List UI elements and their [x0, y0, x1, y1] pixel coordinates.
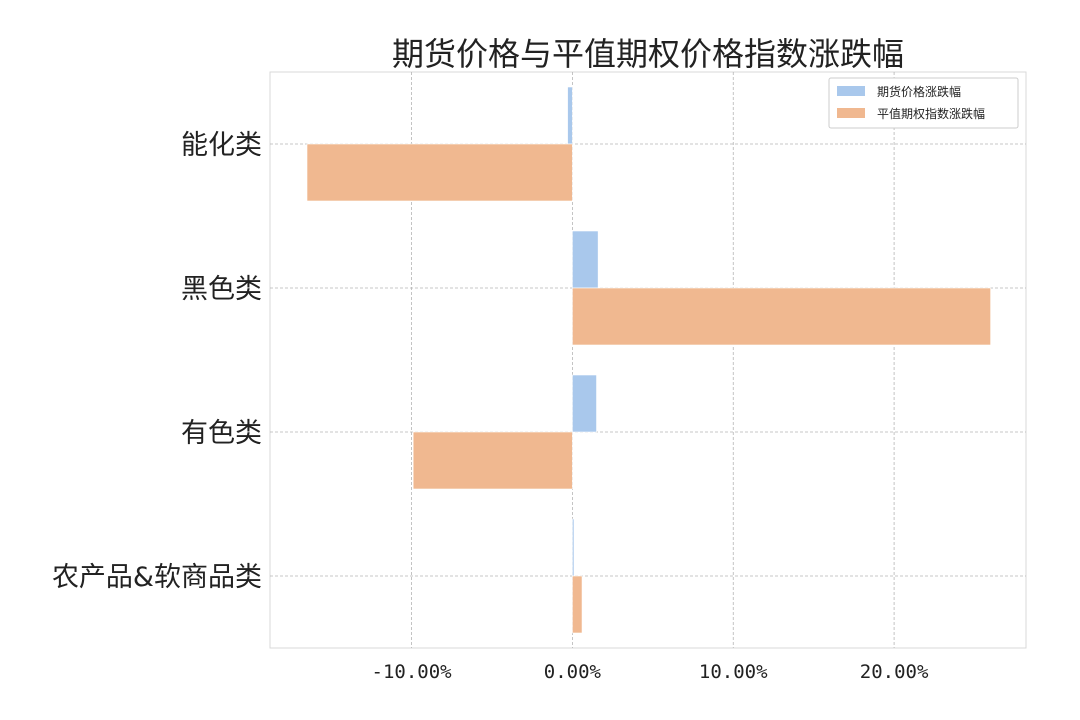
y-tick-label: 黑色类 [181, 274, 262, 305]
y-tick-label: 能化类 [181, 130, 262, 161]
legend-frame [828, 77, 1019, 129]
bar-series-1-2 [412, 431, 573, 490]
bar-series-1-3 [572, 575, 583, 634]
y-tick-label: 农产品&软商品类 [52, 562, 262, 593]
bar-series-1-1 [572, 287, 991, 346]
legend-label-0: 期货价格涨跌幅 [877, 84, 961, 99]
legend-label-1: 平值期权指数涨跌幅 [877, 106, 985, 121]
bar-series-0-2 [572, 374, 597, 433]
bars [306, 86, 991, 634]
legend-swatch-0 [837, 86, 865, 96]
x-tick-label: 0.00% [544, 661, 602, 683]
x-tick-label: 10.00% [699, 661, 768, 683]
bar-series-0-1 [572, 230, 599, 289]
bar-series-1-0 [306, 143, 573, 202]
legend-swatch-1 [837, 108, 865, 118]
y-tick-label: 有色类 [181, 418, 262, 449]
bar-series-0-3 [572, 518, 575, 577]
chart-title: 期货价格与平值期权价格指数涨跌幅 [392, 35, 904, 73]
legend: 期货价格涨跌幅 平值期权指数涨跌幅 [828, 77, 1019, 129]
bar-series-0-0 [567, 86, 573, 145]
x-tick-label: 20.00% [860, 661, 929, 683]
x-axis-ticks: -10.00% 0.00% 10.00% 20.00% [372, 661, 929, 683]
x-tick-label: -10.00% [372, 661, 453, 683]
